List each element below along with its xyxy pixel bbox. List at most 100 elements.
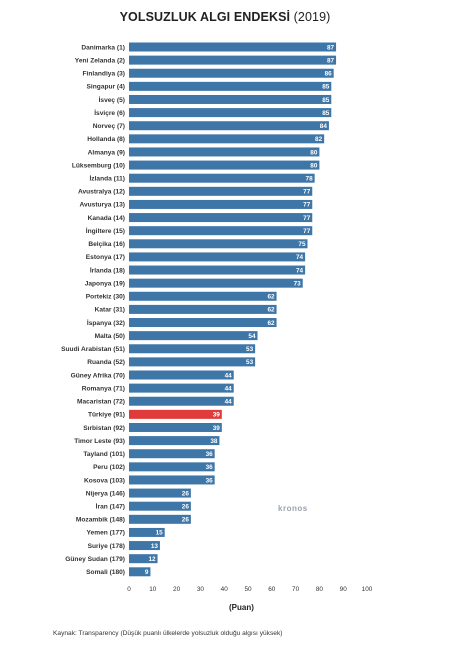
bar [129, 475, 215, 485]
category-label: Timor Leste (93) [74, 438, 125, 445]
x-axis-label: (Puan) [229, 603, 254, 612]
category-label: İsveç (5) [99, 96, 125, 104]
bar [129, 344, 256, 354]
data-label: 54 [248, 333, 256, 340]
data-label: 39 [213, 425, 221, 432]
bar [129, 55, 337, 65]
category-label: İsviçre (6) [94, 109, 125, 117]
bar [129, 291, 277, 301]
chart-title: YOLSUZLUK ALGI ENDEKSİ (2019) [0, 10, 450, 24]
bar [129, 396, 234, 406]
x-tick-label: 70 [292, 586, 300, 593]
bar [129, 94, 332, 104]
category-label: Estonya (17) [86, 254, 125, 261]
data-label: 62 [267, 294, 275, 301]
x-tick-label: 80 [316, 586, 324, 593]
x-tick-label: 40 [221, 586, 229, 593]
data-label: 26 [182, 490, 190, 497]
data-label: 26 [182, 517, 190, 524]
bar [129, 173, 315, 183]
bar [129, 252, 306, 262]
bar [129, 514, 191, 524]
watermark-logo: kronos [278, 504, 308, 513]
data-label: 53 [246, 346, 254, 353]
data-label: 82 [315, 136, 323, 143]
category-label: Somali (180) [86, 569, 125, 576]
bar [129, 409, 222, 419]
category-label: Sırbistan (92) [83, 425, 125, 432]
bar [129, 357, 256, 367]
data-label: 39 [213, 412, 221, 419]
data-label: 86 [325, 71, 333, 78]
category-label: İran (147) [96, 503, 125, 511]
bar [129, 265, 306, 275]
bar [129, 239, 308, 249]
data-label: 74 [296, 267, 304, 274]
category-label: Tayland (101) [83, 451, 125, 458]
category-label: Romanya (71) [82, 385, 125, 392]
category-label: Avusturya (13) [79, 202, 125, 209]
data-label: 84 [320, 123, 328, 130]
chart-title-text: YOLSUZLUK ALGI ENDEKSİ [119, 10, 291, 24]
category-label: İngiltere (15) [86, 227, 125, 235]
x-tick-label: 100 [362, 586, 373, 593]
bar [129, 331, 258, 341]
category-label: Singapur (4) [87, 84, 125, 91]
x-tick-label: 0 [127, 586, 131, 593]
data-label: 44 [225, 372, 233, 379]
category-label: Malta (50) [95, 333, 125, 340]
category-label: Yemen (177) [87, 530, 125, 537]
category-label: Peru (102) [93, 464, 125, 471]
data-label: 36 [206, 477, 214, 484]
x-tick-label: 60 [268, 586, 276, 593]
data-label: 13 [151, 543, 159, 550]
data-label: 75 [298, 241, 306, 248]
category-label: Finlandiya (3) [83, 71, 126, 78]
category-label: Belçika (16) [88, 241, 125, 248]
x-tick-label: 20 [173, 586, 181, 593]
bar [129, 108, 332, 118]
category-label: Hollanda (8) [87, 136, 125, 143]
data-label: 38 [210, 438, 218, 445]
category-label: Almanya (9) [88, 149, 125, 156]
data-label: 87 [327, 44, 335, 51]
bar [129, 488, 191, 498]
data-label: 80 [310, 162, 318, 169]
data-label: 62 [267, 320, 275, 327]
x-tick-label: 50 [244, 586, 252, 593]
data-label: 85 [322, 97, 330, 104]
category-label: Norveç (7) [93, 123, 125, 130]
bar [129, 541, 160, 551]
chart-title-year: (2019) [293, 10, 331, 24]
bar [129, 383, 234, 393]
category-label: Lüksemburg (10) [72, 162, 125, 169]
bar [129, 304, 277, 314]
x-tick-label: 30 [197, 586, 205, 593]
data-label: 77 [303, 215, 311, 222]
data-label: 74 [296, 254, 304, 261]
category-label: Macaristan (72) [77, 399, 125, 406]
category-label: Avustralya (12) [78, 189, 125, 196]
category-label: Japonya (19) [85, 280, 125, 287]
data-label: 62 [267, 307, 275, 314]
category-label: Güney Afrika (70) [71, 372, 125, 379]
category-label: Kosova (103) [84, 477, 125, 484]
bar [129, 318, 277, 328]
bar [129, 501, 191, 511]
bar [129, 81, 332, 91]
bar [129, 68, 334, 78]
category-label: Portekiz (30) [86, 294, 125, 301]
data-label: 44 [225, 399, 233, 406]
data-label: 73 [294, 280, 302, 287]
bar [129, 186, 313, 196]
bar [129, 554, 158, 564]
data-label: 9 [145, 569, 149, 576]
bar [129, 147, 320, 157]
data-label: 87 [327, 57, 335, 64]
category-label: Yeni Zelanda (2) [75, 57, 125, 64]
data-label: 26 [182, 504, 190, 511]
bar [129, 278, 303, 288]
data-label: 85 [322, 110, 330, 117]
data-label: 44 [225, 385, 233, 392]
